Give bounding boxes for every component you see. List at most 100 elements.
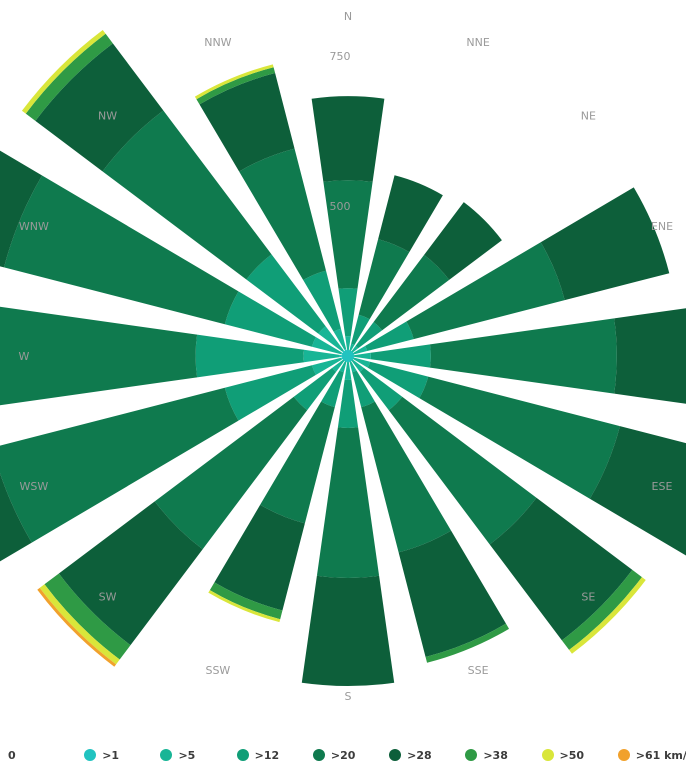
petal-wsw-28 xyxy=(0,473,32,562)
legend-item: >50 xyxy=(541,744,585,766)
petal-ene-20 xyxy=(406,242,565,340)
petal-wsw-20 xyxy=(0,387,239,543)
petal-ne-12 xyxy=(355,321,383,349)
legend-item: >28 xyxy=(389,744,432,766)
legend-label: 0 xyxy=(8,748,16,762)
petal-e-12 xyxy=(370,344,431,368)
petal-s-12 xyxy=(337,379,359,428)
direction-label-nne: NNE xyxy=(466,36,489,49)
center-hub xyxy=(342,350,354,362)
petal-w-12 xyxy=(195,334,305,378)
wind-rose-plot: 5007501000 NNNENEENEESESESSESSSWSWWSWWWN… xyxy=(0,10,686,703)
legend-item: >5 xyxy=(160,744,195,766)
petal-nw-20 xyxy=(102,110,272,280)
legend-item: >38 xyxy=(465,744,508,766)
direction-label-wsw: WSW xyxy=(20,480,49,493)
petal-ssw-50 xyxy=(208,590,281,623)
petal-wnw-28 xyxy=(0,150,43,268)
direction-label-group: N NNE NE ENE ESE SE SSE S SSW SW WSW W WNW NW NNW xyxy=(19,10,674,703)
petal-ne-28 xyxy=(424,202,502,280)
direction-label-ene: ENE xyxy=(651,220,673,233)
legend: 0 >1 >5 >12 >20 >28 >38 >50 >61 km/h xyxy=(0,744,686,766)
radial-tick-group: 5007501000 xyxy=(330,50,351,213)
petal-wnw-20 xyxy=(4,175,239,325)
petal-ne-20 xyxy=(373,254,450,331)
petal-sse-28 xyxy=(398,530,506,657)
petal-ssw-20 xyxy=(260,401,335,524)
direction-label-s: S xyxy=(345,690,352,703)
legend-label: >12 xyxy=(254,748,280,762)
petal-ssw-28 xyxy=(214,504,305,611)
petal-sw-20 xyxy=(154,396,308,550)
legend-swatch xyxy=(465,749,478,761)
petal-w-20 xyxy=(0,306,198,406)
legend-item: 0 xyxy=(8,744,16,766)
petal-se-5 xyxy=(350,358,364,372)
legend-swatch xyxy=(541,749,554,761)
petal-ssw-38 xyxy=(209,582,283,620)
petal-nw-50 xyxy=(21,29,106,114)
petal-sw-28 xyxy=(58,501,203,646)
legend-swatch xyxy=(312,749,325,761)
petal-w-5 xyxy=(303,349,340,363)
petal-ese-28 xyxy=(589,426,686,556)
petal-e-5 xyxy=(352,352,371,360)
petal-group xyxy=(0,29,686,687)
direction-label-w: W xyxy=(19,350,30,363)
petal-wnw-12 xyxy=(224,291,316,347)
petal-nnw-28 xyxy=(199,73,295,172)
petal-sw-61kmh xyxy=(37,587,117,667)
legend-swatch xyxy=(617,749,630,761)
direction-label-ne: NE xyxy=(581,110,596,123)
petal-wsw-5 xyxy=(311,357,342,375)
petal-nnw-50 xyxy=(194,64,274,100)
petal-ese-12 xyxy=(367,361,429,399)
petal-nnw-38 xyxy=(196,67,276,105)
legend-item: >1 xyxy=(84,744,119,766)
petal-ene-5 xyxy=(352,345,368,355)
legend-swatch xyxy=(389,749,402,761)
legend-item: >61 km/h xyxy=(617,744,686,766)
petal-n-12 xyxy=(338,288,358,337)
petal-ssw-5 xyxy=(339,360,347,373)
legend-swatch xyxy=(160,749,173,761)
petal-se-20 xyxy=(388,396,537,545)
direction-label-wnw: WNW xyxy=(19,220,49,233)
petal-ese-5 xyxy=(352,357,371,368)
petal-sse-5 xyxy=(349,360,357,373)
petal-s-20 xyxy=(316,427,380,578)
petal-nnw-20 xyxy=(239,148,326,281)
petal-sse-20 xyxy=(361,401,452,553)
petal-nnw-5 xyxy=(333,328,347,350)
direction-label-sw: SW xyxy=(99,590,117,603)
petal-sw-5 xyxy=(332,358,346,372)
petal-sw-38 xyxy=(44,573,131,660)
petal-nne-20 xyxy=(358,239,410,320)
legend-swatch xyxy=(84,749,97,761)
petal-nw-12 xyxy=(246,254,326,334)
petal-n-5 xyxy=(345,336,351,352)
petal-ssw-12 xyxy=(321,370,344,408)
petal-wnw-5 xyxy=(311,337,342,355)
petal-sse-12 xyxy=(352,370,375,408)
petal-sw-12 xyxy=(293,367,337,411)
petal-sw-50 xyxy=(39,584,120,665)
legend-label: >50 xyxy=(559,748,585,762)
radial-tick-750: 750 xyxy=(330,50,351,63)
legend-item: >20 xyxy=(312,744,356,766)
legend-label: >61 km/h xyxy=(635,748,686,762)
petal-n-28 xyxy=(311,96,385,182)
petal-e-20 xyxy=(429,318,617,394)
legend-label: >38 xyxy=(483,748,508,762)
petal-se-50 xyxy=(569,577,646,654)
petal-wsw-12 xyxy=(224,365,316,421)
legend-label: >20 xyxy=(330,748,356,762)
direction-label-n: N xyxy=(344,10,352,23)
direction-label-se: SE xyxy=(581,590,595,603)
petal-nne-12 xyxy=(351,314,370,346)
petal-se-38 xyxy=(561,569,642,650)
direction-label-nnw: NNW xyxy=(204,36,231,49)
petal-ene-12 xyxy=(365,321,414,352)
petal-nw-28 xyxy=(35,43,164,172)
